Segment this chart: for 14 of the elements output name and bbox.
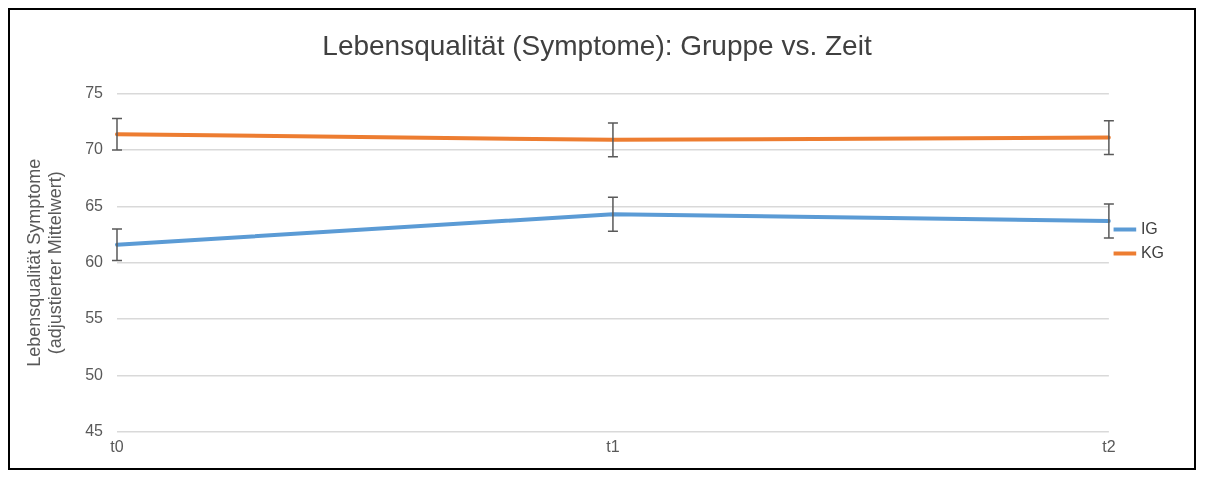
y-tick-label: 45 (85, 422, 104, 440)
y-axis-title: Lebensqualität Symptome (adjustierter Mittelwert) (23, 158, 66, 367)
y-tick-label: 70 (85, 140, 104, 158)
x-tick-label: t1 (606, 437, 620, 455)
legend-label: KG (1140, 243, 1165, 261)
chart-title: Lebensqualität (Symptome): Gruppe vs. Zeit (322, 29, 872, 61)
legend-label: IG (1140, 219, 1158, 237)
y-tick-label: 65 (85, 196, 104, 214)
y-tick-label: 75 (85, 84, 104, 102)
y-tick-label: 60 (85, 253, 104, 271)
x-tick-label: t2 (1102, 437, 1116, 455)
y-tick-label: 55 (85, 309, 104, 327)
x-tick-label: t0 (110, 437, 124, 455)
y-tick-label: 50 (85, 365, 104, 383)
